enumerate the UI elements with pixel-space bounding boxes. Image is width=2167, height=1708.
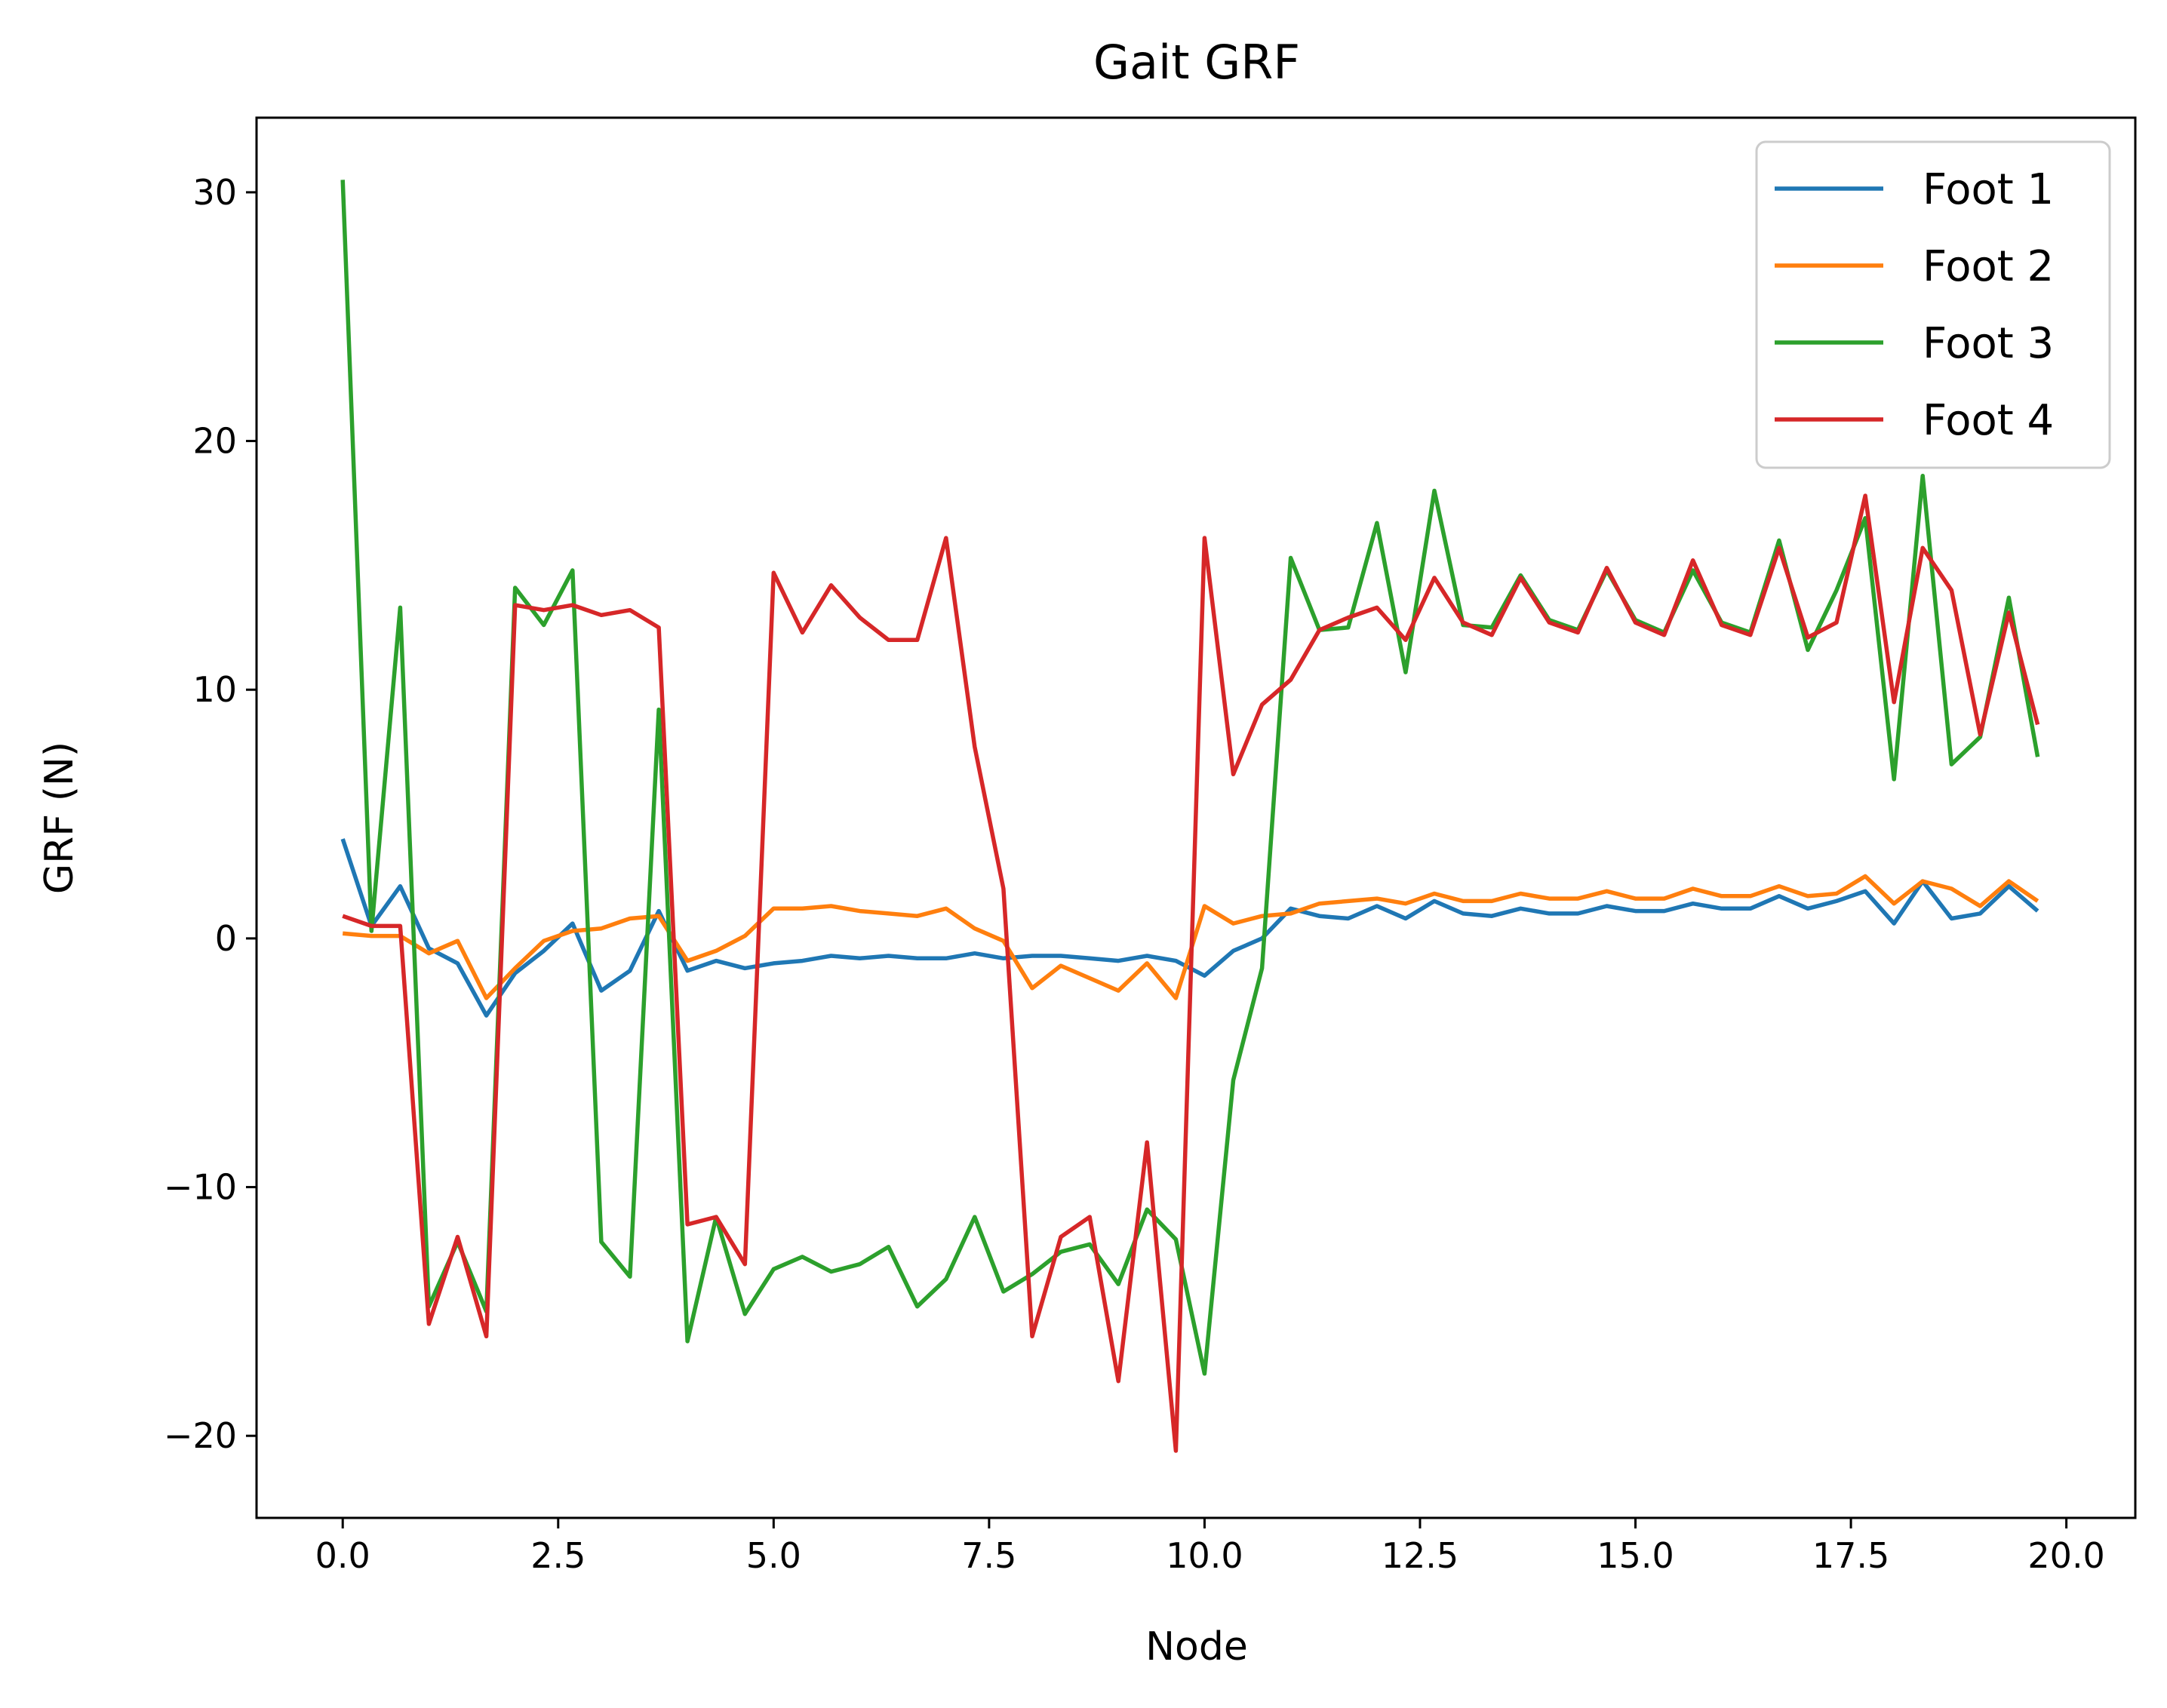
x-tick-label: 20.0 [2027, 1535, 2104, 1576]
y-tick-label: 10 [192, 669, 237, 710]
y-tick-label: 20 [192, 421, 237, 462]
legend-items: Foot 1 Foot 2 Foot 3 Foot 4 [1775, 165, 2054, 445]
legend-label: Foot 2 [1923, 242, 2054, 291]
legend-label: Foot 4 [1923, 396, 2054, 445]
y-tick-label: 30 [192, 172, 237, 213]
legend-label: Foot 3 [1923, 319, 2054, 368]
x-tick-label: 2.5 [530, 1535, 586, 1576]
legend-frame [1755, 140, 2111, 469]
x-tick-label: 5.0 [746, 1535, 801, 1576]
legend-label: Foot 1 [1923, 165, 2054, 214]
chart-title: Gait GRF [1093, 35, 1300, 90]
x-axis: 0.0 2.5 5.0 7.5 10.0 12.5 15.0 17.5 20.0 [315, 1518, 2105, 1576]
series-layer [340, 180, 2040, 1453]
x-tick-label: 10.0 [1166, 1535, 1243, 1576]
x-tick-label: 7.5 [961, 1535, 1016, 1576]
x-tick-label: 17.5 [1812, 1535, 1889, 1576]
series-line-foot-4 [342, 493, 2040, 1453]
y-axis-title: GRF (N) [37, 742, 82, 894]
y-tick-label: −10 [164, 1167, 237, 1208]
x-tick-label: 15.0 [1597, 1535, 1674, 1576]
y-axis: −20 −10 0 10 20 30 [164, 172, 257, 1456]
x-tick-label: 12.5 [1382, 1535, 1458, 1576]
legend: Foot 1 Foot 2 Foot 3 Foot 4 [1755, 140, 2111, 469]
x-axis-title: Node [1145, 1624, 1248, 1670]
y-tick-label: 0 [215, 918, 237, 959]
x-tick-label: 0.0 [315, 1535, 370, 1576]
y-tick-label: −20 [164, 1415, 237, 1456]
